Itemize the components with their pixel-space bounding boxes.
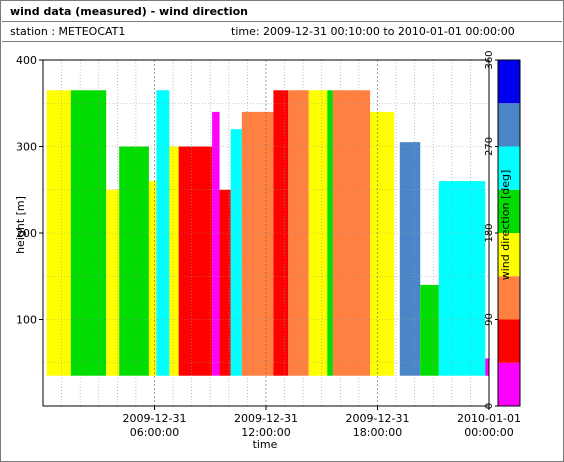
x-tick-label: 2009-12-31 [234, 412, 298, 425]
data-segment [169, 146, 179, 376]
data-segment [156, 90, 170, 376]
colorbar-band [498, 146, 520, 190]
x-tick-label: 00:00:00 [464, 426, 513, 439]
colorbar-band [498, 319, 520, 363]
y-axis-label: height [m] [14, 196, 27, 254]
colorbar-tick-label: 90 [484, 313, 495, 326]
data-segment [485, 358, 489, 376]
colorbar-label: wind direction [deg] [499, 170, 512, 281]
info-bar: station : METEOCAT1 time: 2009-12-31 00:… [2, 22, 562, 42]
data-segment [308, 90, 328, 376]
chart-title: wind data (measured) - wind direction [10, 5, 248, 18]
colorbar-tick-label: 0 [484, 403, 495, 409]
data-segment [178, 146, 213, 376]
data-segment [230, 129, 242, 376]
colorbar-band [498, 362, 520, 406]
data-segment [148, 181, 157, 376]
x-axis-label: time [253, 438, 278, 451]
station-label: station : METEOCAT1 [10, 25, 126, 38]
colorbar-band [498, 276, 520, 320]
x-tick-label: 2010-01-01 [457, 412, 521, 425]
data-segment [370, 111, 395, 376]
time-range-label: time: 2009-12-31 00:10:00 to 2010-01-01 … [231, 25, 515, 38]
data-segment [399, 142, 421, 376]
colorbar-band [498, 233, 520, 277]
data-segment [241, 111, 274, 376]
colorbar-band [498, 103, 520, 147]
data-segment [438, 181, 486, 376]
y-tick-label: 100 [16, 314, 37, 327]
x-tick-label: 18:00:00 [353, 426, 402, 439]
data-segment [327, 90, 333, 376]
title-bar: wind data (measured) - wind direction [2, 2, 562, 22]
colorbar-band [498, 60, 520, 104]
x-tick-label: 12:00:00 [241, 426, 290, 439]
x-tick-label: 2009-12-31 [346, 412, 410, 425]
data-segment [106, 189, 120, 376]
data-segment [219, 189, 231, 376]
y-tick-label: 400 [16, 54, 37, 67]
data-segment [212, 111, 220, 376]
data-segment [420, 284, 439, 376]
colorbar-tick-label: 360 [484, 50, 495, 69]
x-tick-label: 06:00:00 [130, 426, 179, 439]
colorbar-band [498, 189, 520, 233]
y-tick-label: 200 [16, 227, 37, 240]
data-segment [119, 146, 149, 376]
colorbar-tick-label: 270 [484, 137, 495, 156]
axes: 1002003004002009-12-3106:00:002009-12-31… [16, 54, 521, 439]
colorbar: 0 90 180 270 360 [484, 50, 521, 409]
colorbar-tick-label: 180 [484, 223, 495, 242]
data-segment [332, 90, 371, 376]
y-tick-label: 300 [16, 141, 37, 154]
x-tick-label: 2009-12-31 [123, 412, 187, 425]
